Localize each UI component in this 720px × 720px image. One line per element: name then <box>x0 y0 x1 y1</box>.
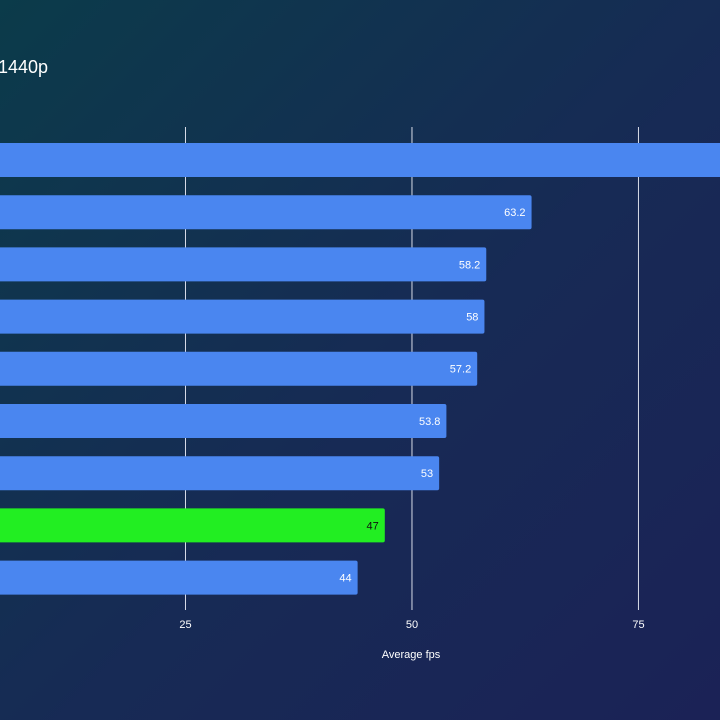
x-axis-label: Average fps <box>382 649 441 661</box>
bar <box>0 456 440 491</box>
bar <box>0 195 532 230</box>
x-tick-label: 50 <box>406 619 418 631</box>
value-label: 47 <box>367 520 379 532</box>
bar <box>0 508 385 543</box>
value-label: 44 <box>339 573 351 585</box>
bar <box>0 247 487 282</box>
bar <box>0 351 478 386</box>
value-label: 53 <box>421 468 433 480</box>
value-label: 58.2 <box>459 259 480 271</box>
x-tick-label: 25 <box>179 619 191 631</box>
value-label: 58 <box>466 312 478 324</box>
chart-title: 1440p <box>0 57 48 77</box>
bar <box>0 299 485 334</box>
bar <box>0 143 720 177</box>
bar <box>0 404 447 438</box>
value-label: 53.8 <box>419 416 440 428</box>
value-label: 63.2 <box>504 207 525 219</box>
x-tick-label: 75 <box>632 619 644 631</box>
value-label: 57.2 <box>450 364 471 376</box>
bar <box>0 560 358 595</box>
